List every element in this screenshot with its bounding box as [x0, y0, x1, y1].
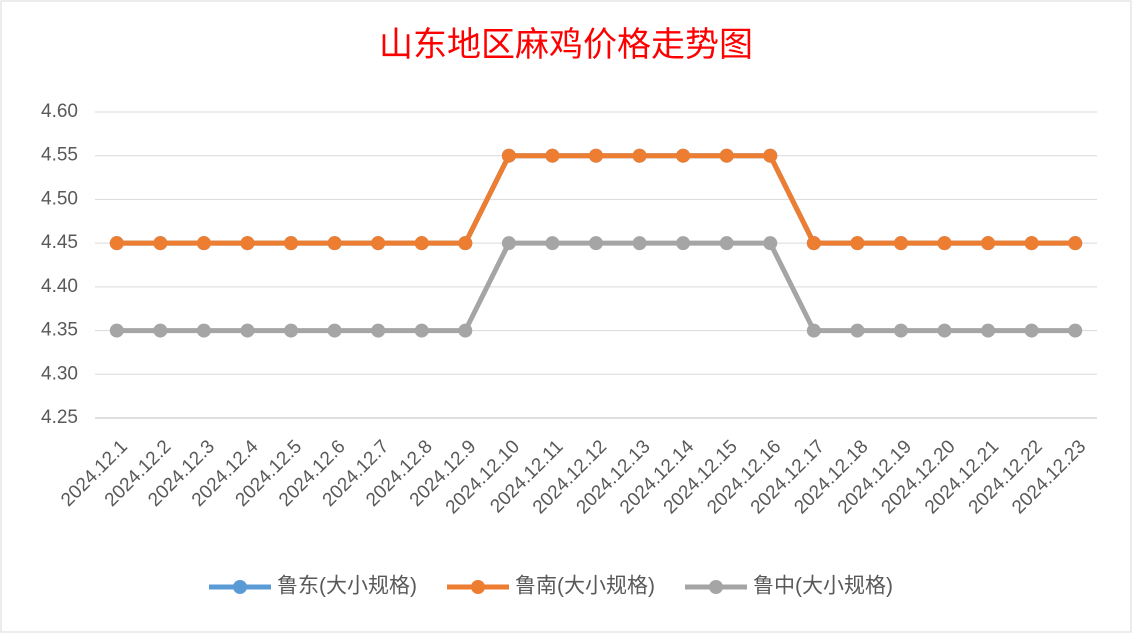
legend-marker [709, 580, 723, 594]
data-point [763, 148, 778, 163]
legend-marker [471, 580, 485, 594]
y-tick-label: 4.60 [41, 101, 78, 122]
data-point [1068, 236, 1083, 251]
y-tick-label: 4.55 [41, 145, 78, 166]
legend-label: 鲁南(大小规格) [515, 575, 655, 598]
data-point [806, 323, 821, 338]
data-point [981, 323, 996, 338]
legend-label: 鲁中(大小规格) [753, 575, 893, 598]
data-point [196, 323, 211, 338]
data-point [414, 323, 429, 338]
data-point [806, 236, 821, 251]
data-point [676, 236, 691, 251]
legend-marker [233, 580, 247, 594]
data-point [153, 323, 168, 338]
y-tick-label: 4.45 [41, 232, 78, 253]
data-point [371, 236, 386, 251]
y-tick-label: 4.35 [41, 320, 78, 341]
y-tick-label: 4.25 [41, 407, 78, 428]
data-point [284, 323, 299, 338]
data-point [545, 148, 560, 163]
data-point [1024, 236, 1039, 251]
data-point [501, 236, 516, 251]
data-point [371, 323, 386, 338]
data-point [284, 236, 299, 251]
data-point [414, 236, 429, 251]
data-point [327, 236, 342, 251]
data-point [893, 236, 908, 251]
data-point [676, 148, 691, 163]
data-point [240, 236, 255, 251]
data-point [501, 148, 516, 163]
data-point [109, 236, 124, 251]
data-point [850, 323, 865, 338]
data-point [1068, 323, 1083, 338]
data-point [632, 148, 647, 163]
legend-label: 鲁东(大小规格) [277, 575, 417, 598]
data-point [458, 236, 473, 251]
data-point [589, 148, 603, 163]
data-point [153, 236, 168, 251]
data-point [589, 236, 603, 251]
data-point [1024, 323, 1039, 338]
data-point [719, 148, 734, 163]
data-point [240, 323, 255, 338]
data-point [719, 236, 734, 251]
y-tick-label: 4.30 [41, 363, 78, 384]
y-tick-label: 4.50 [41, 188, 78, 209]
data-point [545, 236, 560, 251]
data-point [632, 236, 647, 251]
data-point [981, 236, 996, 251]
chart-title: 山东地区麻鸡价格走势图 [379, 26, 753, 64]
data-point [196, 236, 211, 251]
data-point [763, 236, 778, 251]
data-point [893, 323, 908, 338]
data-point [937, 236, 952, 251]
data-point [458, 323, 473, 338]
data-point [327, 323, 342, 338]
data-point [850, 236, 865, 251]
data-point [109, 323, 124, 338]
y-tick-label: 4.40 [41, 276, 78, 297]
data-point [937, 323, 952, 338]
